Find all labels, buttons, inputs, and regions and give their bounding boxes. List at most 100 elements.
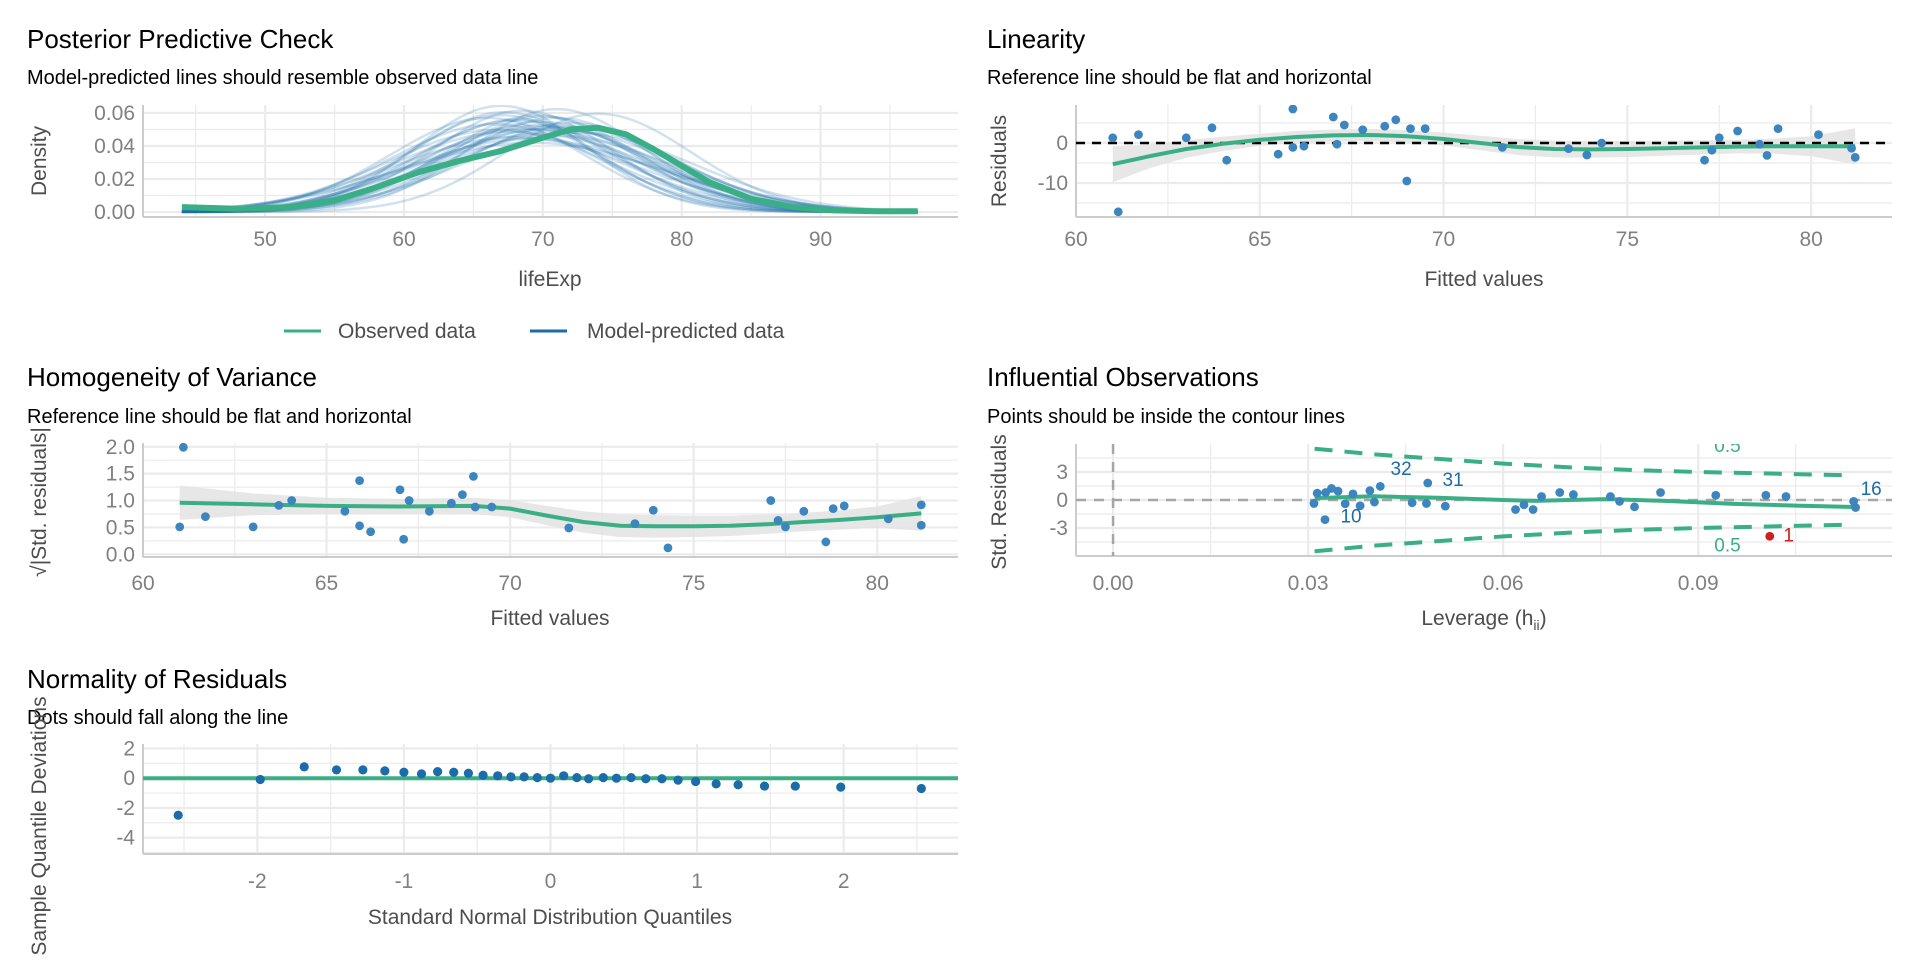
data-point: [424, 506, 434, 516]
data-point: [1851, 503, 1860, 512]
data-point: [469, 471, 478, 481]
homogeneity-x-tick-label: 60: [131, 572, 154, 595]
predicted-density-line: [181, 113, 918, 214]
data-point: [766, 496, 776, 505]
data-point: [839, 501, 849, 511]
data-point: [648, 505, 658, 515]
influential-marks: 0.5 0.5 32 31 10 16 1: [1076, 444, 1892, 556]
linearity-smooth-line: [1112, 133, 1856, 167]
data-point: [1288, 143, 1298, 152]
data-point: [572, 772, 582, 783]
data-point: [673, 775, 683, 785]
data-point: [1181, 133, 1191, 143]
ppc-x-tick-label: 90: [809, 228, 832, 251]
data-point: [519, 772, 529, 782]
data-point: [1847, 143, 1856, 153]
data-point: [1537, 492, 1546, 501]
data-point: [821, 537, 831, 547]
data-point: [1312, 488, 1322, 498]
observed-density-line: [181, 124, 918, 215]
data-point: [1339, 120, 1349, 130]
predicted-density-line: [181, 141, 918, 213]
normality-x-tick-label: 2: [838, 870, 850, 893]
data-point: [1407, 498, 1417, 508]
data-point: [1332, 139, 1342, 149]
influential-subtitle: Points should be inside the contour line…: [987, 406, 1345, 428]
linearity-y-axis-title: Residuals: [988, 115, 1011, 207]
data-point: [733, 780, 743, 790]
homogeneity-marks: [175, 443, 926, 553]
normality-x-tick-label: -1: [395, 870, 414, 893]
data-point: [916, 783, 926, 794]
data-point: [828, 504, 838, 514]
ppc-x-tick-label: 50: [254, 228, 277, 251]
ppc-plot: 50 60 70 80 90 0.00 0.02 0.04 0.06: [94, 102, 958, 251]
data-point: [1656, 488, 1665, 497]
homogeneity-plot: 60 65 70 75 80 0.0 0.5 1.0 1.5 2.0: [106, 436, 958, 595]
data-point: [790, 781, 800, 791]
data-point: [598, 772, 608, 783]
data-point: [1365, 486, 1375, 496]
point-label: 10: [1340, 506, 1361, 527]
data-point: [1582, 150, 1592, 160]
linearity-y-tick-label: -10: [1038, 172, 1068, 195]
ppc-subtitle: Model-predicted lines should resemble ob…: [27, 67, 538, 89]
normality-x-tick-label: 1: [691, 870, 703, 893]
data-point: [1402, 176, 1412, 186]
ppc-x-tick-label: 70: [531, 228, 554, 251]
predicted-density-line: [181, 121, 918, 214]
ppc-x-axis-title: lifeExp: [518, 268, 581, 291]
data-point: [663, 543, 673, 553]
data-point: [380, 766, 390, 776]
data-point: [691, 776, 701, 787]
influential-y-tick-label: 3: [1056, 461, 1068, 484]
normality-x-tick-label: 0: [545, 870, 557, 893]
data-point: [1320, 515, 1330, 524]
data-point: [1569, 490, 1578, 499]
data-point: [1108, 133, 1118, 143]
data-point: [1406, 124, 1415, 133]
data-point: [1420, 124, 1430, 133]
data-point: [395, 485, 405, 495]
linearity-subtitle: Reference line should be flat and horizo…: [987, 67, 1372, 89]
data-point: [1773, 124, 1783, 133]
data-point: [358, 765, 368, 775]
influential-point: [1765, 531, 1775, 541]
data-point: [781, 522, 790, 532]
ppc-y-tick-label: 0.02: [94, 168, 135, 191]
data-point: [1733, 126, 1743, 136]
linearity-marks: [1076, 105, 1892, 217]
data-point: [1309, 499, 1319, 508]
data-point: [201, 512, 210, 522]
ppc-marks: [181, 105, 918, 215]
data-point: [584, 774, 594, 784]
data-point: [1755, 139, 1765, 149]
point-label: 1: [1783, 525, 1794, 546]
data-point: [1511, 505, 1520, 514]
normality-y-tick-label: 2: [123, 737, 135, 760]
linearity-x-tick-label: 80: [1799, 228, 1822, 251]
data-point: [416, 769, 427, 779]
ppc-x-tick-label: 80: [670, 228, 693, 251]
data-point: [711, 779, 721, 789]
normality-title: Normality of Residuals: [27, 664, 287, 694]
data-point: [1134, 130, 1143, 140]
ppc-y-axis-title: Density: [28, 125, 51, 196]
data-point: [175, 522, 185, 532]
data-point: [1850, 153, 1860, 162]
data-point: [564, 523, 574, 533]
data-point: [1328, 112, 1338, 122]
data-point: [404, 496, 414, 505]
normality-plot: -2 -1 0 1 2 -4 -2 0 2: [116, 737, 958, 893]
influential-y-tick-label: -3: [1049, 517, 1068, 540]
data-point: [1630, 502, 1639, 512]
ppc-y-tick-label: 0.04: [94, 135, 135, 158]
data-point: [1288, 105, 1298, 114]
data-point: [1348, 489, 1358, 499]
data-point: [433, 767, 443, 777]
normality-x-tick-label: -2: [248, 870, 267, 893]
data-point: [1714, 133, 1724, 143]
data-point: [1528, 505, 1538, 514]
linearity-y-tick-label: 0: [1056, 132, 1068, 155]
homogeneity-y-tick-label: 0.5: [106, 516, 135, 539]
